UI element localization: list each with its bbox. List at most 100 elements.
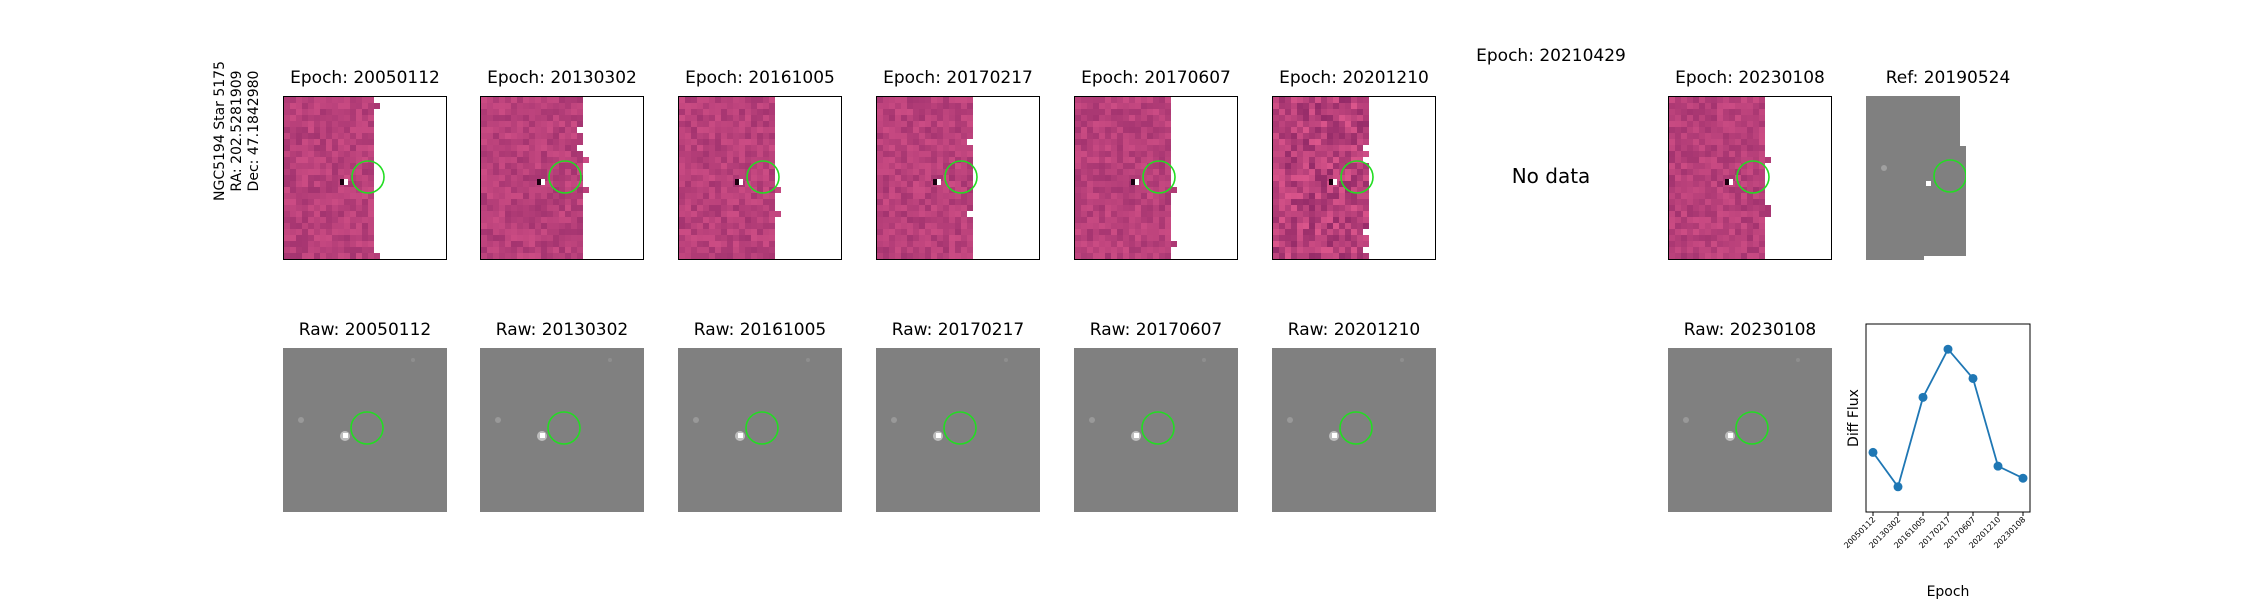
pixel [883,181,889,187]
pixel [493,157,499,163]
pixel [1141,151,1147,157]
pixel [877,139,883,145]
pixel [559,181,565,187]
pixel [1735,133,1741,139]
pixel [1309,181,1315,187]
pixel [302,175,308,181]
pixel [1357,121,1363,127]
pixel [320,217,326,223]
pixel [1105,169,1111,175]
pixel [1147,181,1153,187]
pixel [751,103,757,109]
pixel [1687,193,1693,199]
pixel [481,157,487,163]
pixel [1141,115,1147,121]
pixel [571,145,577,151]
pixel [709,145,715,151]
pixel [1717,199,1723,205]
pixel [1699,217,1705,223]
pixel [332,169,338,175]
pixel [739,121,745,127]
faint-source [693,417,699,423]
pixel [937,217,943,223]
pixel [1681,241,1687,247]
pixel [505,187,511,193]
pixel [553,241,559,247]
pixel [338,121,344,127]
pixel [877,247,883,253]
pixel [332,163,338,169]
pixel [338,133,344,139]
pixel [368,223,374,229]
pixel [1273,247,1279,253]
pixel [733,193,739,199]
pixel [967,181,973,187]
pixel [1339,109,1345,115]
pixel [889,157,895,163]
pixel [1339,175,1345,181]
pixel [284,115,290,121]
pixel [1345,115,1351,121]
pixel [1273,97,1279,103]
pixel [1357,253,1363,259]
pixel [320,157,326,163]
pixel [541,235,547,241]
pixel [565,229,571,235]
pixel [877,133,883,139]
pixel [1729,151,1735,157]
pixel [547,121,553,127]
pixel [493,199,499,205]
pixel [679,241,685,247]
pixel [1327,187,1333,193]
pixel [1711,187,1717,193]
pixel [763,127,769,133]
diff-image-render [679,97,781,259]
pixel [583,157,589,163]
pixel [685,151,691,157]
pixel [338,163,344,169]
pixel [314,97,320,103]
pixel [1357,151,1363,157]
pixel [709,103,715,109]
pixel [1303,193,1309,199]
pixel [1711,109,1717,115]
pixel [1729,163,1735,169]
pixel [1315,187,1321,193]
pixel [931,151,937,157]
pixel [949,205,955,211]
pixel [1081,253,1087,259]
pixel [302,247,308,253]
pixel [949,241,955,247]
pixel [1723,157,1729,163]
pixel [487,127,493,133]
pixel [1699,151,1705,157]
pixel [1117,151,1123,157]
pixel [350,211,356,217]
pixel [901,229,907,235]
pixel [1303,151,1309,157]
pixel [1711,193,1717,199]
diff-image-3 [678,96,842,260]
pixel [919,175,925,181]
pixel [368,109,374,115]
pixel [571,223,577,229]
pixel [487,169,493,175]
pixel [697,109,703,115]
pixel [1363,181,1369,187]
pixel [883,157,889,163]
pixel [907,193,913,199]
diff-title-3: Epoch: 20161005 [685,68,835,88]
pixel [356,133,362,139]
pixel [481,235,487,241]
pixel [763,151,769,157]
pixel [733,175,739,181]
pixel [925,109,931,115]
pixel [1279,205,1285,211]
pixel [559,139,565,145]
pixel [517,103,523,109]
pixel [943,103,949,109]
pixel [937,229,943,235]
pixel [1165,205,1171,211]
raw-image-3 [678,348,842,512]
pixel [961,223,967,229]
